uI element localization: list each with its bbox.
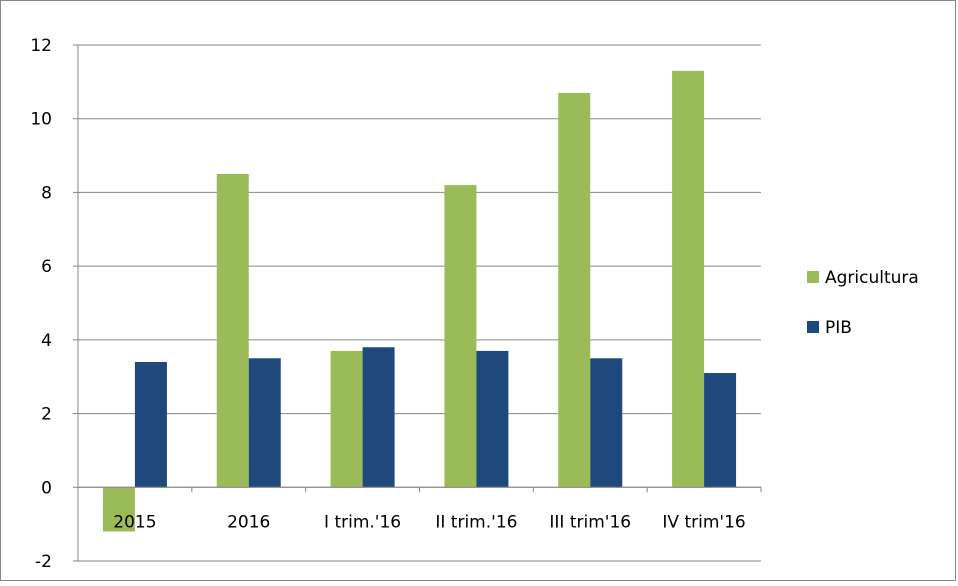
x-tick-label: 2015: [113, 512, 156, 532]
x-tick-label: III trim'16: [549, 512, 631, 532]
y-tick-label: 4: [41, 331, 52, 351]
y-tick-label: 6: [41, 257, 52, 277]
x-tick-label: I trim.'16: [324, 512, 401, 532]
x-tick-label: 2016: [227, 512, 270, 532]
x-tick-label: II trim.'16: [435, 512, 517, 532]
x-axis: [77, 486, 762, 493]
bar-agricultura: [216, 174, 249, 488]
bar-agricultura: [102, 487, 135, 532]
y-tick-label: 2: [41, 405, 52, 425]
bar-pib: [590, 358, 623, 488]
bar-pib: [248, 358, 281, 488]
x-axis-tick-labels: 2015 2016 I trim.'16 II trim.'16 III trim'16…: [113, 512, 745, 532]
bars: [102, 70, 737, 532]
y-axis-tick-labels: -2 0 2 4 6 8 10 12: [30, 36, 52, 572]
legend: Agricultura PIB: [807, 268, 919, 338]
bar-agricultura: [330, 350, 363, 488]
bar-pib: [704, 373, 737, 488]
bar-agricultura: [444, 185, 477, 488]
x-tick-label: IV trim'16: [662, 512, 745, 532]
legend-swatch-agricultura: [807, 271, 819, 283]
bar-agricultura: [558, 92, 591, 488]
y-tick-label: 12: [30, 36, 52, 56]
legend-label-pib: PIB: [825, 318, 852, 338]
y-tick-label: 10: [30, 110, 52, 130]
bar-pib: [362, 347, 395, 488]
bar-agricultura: [672, 70, 705, 488]
legend-label-agricultura: Agricultura: [825, 268, 919, 288]
y-tick-label: 8: [41, 183, 52, 203]
y-tick-label: -2: [35, 552, 52, 572]
bar-pib: [134, 361, 167, 488]
bar-pib: [476, 350, 509, 488]
legend-swatch-pib: [807, 321, 819, 333]
gridlines: [73, 44, 761, 562]
y-tick-label: 0: [41, 478, 52, 498]
